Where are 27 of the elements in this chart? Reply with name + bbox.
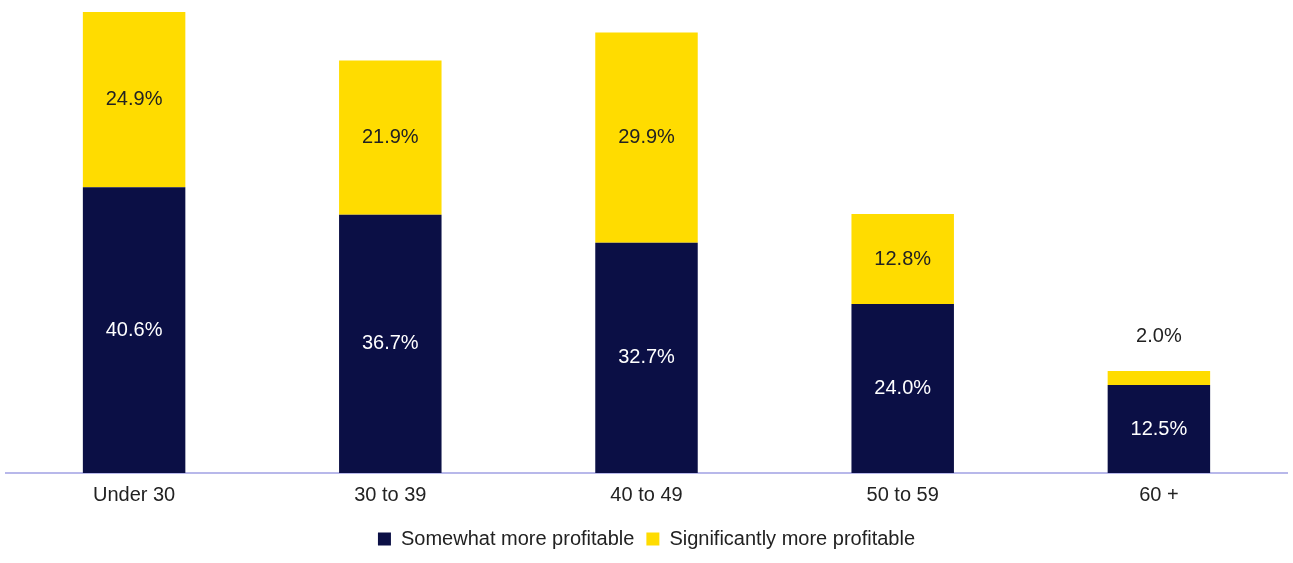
x-tick-label: Under 30 [92, 482, 176, 505]
data-label: 21.9% [361, 125, 419, 148]
x-tick-label: 40 to 49 [610, 482, 683, 505]
data-label: 24.9% [105, 87, 163, 110]
data-label: 12.8% [874, 246, 932, 269]
bar [595, 242, 698, 473]
data-label: 40.6% [105, 317, 163, 340]
bar [595, 32, 698, 243]
bar [1107, 370, 1211, 386]
bar [339, 60, 442, 215]
data-label: 32.7% [618, 345, 676, 368]
data-label: 29.9% [618, 125, 676, 148]
legend-label: Somewhat more profitable [400, 526, 635, 549]
data-label: 12.5% [1130, 416, 1188, 439]
bar [339, 214, 442, 473]
x-tick-label: 60 + [1139, 482, 1179, 505]
legend-label: Significantly more profitable [669, 526, 916, 549]
data-label: 2.0% [1136, 324, 1182, 347]
x-tick-label: 50 to 59 [866, 482, 939, 505]
bar [851, 214, 954, 305]
bar [851, 304, 954, 473]
data-label: 36.7% [361, 331, 419, 354]
bar [82, 12, 186, 188]
data-label: 24.0% [874, 376, 932, 399]
x-tick-label: 30 to 39 [354, 482, 427, 505]
bar [82, 187, 186, 473]
bar [1107, 385, 1211, 473]
